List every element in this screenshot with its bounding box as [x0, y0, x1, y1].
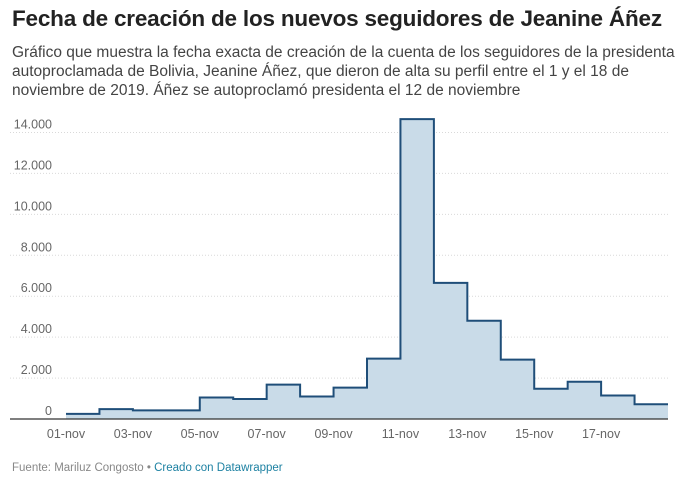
step-line — [66, 118, 668, 415]
chart-footer: Fuente: Mariluz Congosto • Creado con Da… — [12, 462, 283, 474]
y-tick-label: 14.000 — [14, 117, 52, 131]
x-tick-label: 01-nov — [47, 427, 86, 441]
footer-separator: • — [146, 462, 151, 474]
data-step-16-nov — [568, 382, 601, 419]
y-tick-label: 6.000 — [21, 281, 52, 295]
data-step-11-nov — [400, 119, 433, 419]
data-step-04-nov — [166, 410, 199, 419]
y-tick-label: 2.000 — [21, 363, 52, 377]
x-tick-label: 03-nov — [114, 427, 153, 441]
data-step-10-nov — [367, 359, 400, 419]
data-step-03-nov — [133, 410, 166, 419]
chart-subtitle: Gráfico que muestra la fecha exacta de c… — [12, 44, 675, 99]
gridlines — [10, 131, 668, 379]
chart-title: Fecha de creación de los nuevos seguidor… — [12, 6, 662, 31]
x-tick-label: 07-nov — [248, 427, 287, 441]
data-step-15-nov — [534, 389, 567, 419]
data-step-08-nov — [300, 396, 333, 419]
data-step-18-nov — [635, 404, 668, 419]
x-axis: 01-nov 03-nov 05-nov 07-nov 09-nov 11-nov 13-n… — [10, 418, 668, 441]
y-tick-label: 8.000 — [21, 240, 52, 254]
y-tick-label: 10.000 — [14, 199, 52, 213]
source-label: Fuente: Mariluz Congosto — [12, 462, 144, 474]
x-tick-label: 11-nov — [382, 427, 420, 441]
data-step-17-nov — [601, 395, 634, 419]
x-tick-label: 17-nov — [582, 427, 621, 441]
data-step-01-nov — [66, 414, 99, 419]
y-axis: 0 2.000 4.000 6.000 8.000 10.000 12.000 14.000 — [14, 117, 52, 418]
data-area — [66, 118, 668, 419]
y-tick-label: 12.000 — [14, 158, 52, 172]
x-tick-label: 09-nov — [314, 427, 353, 441]
data-step-12-nov — [434, 283, 467, 419]
data-step-07-nov — [267, 385, 300, 419]
datawrapper-credit-link[interactable]: Creado con Datawrapper — [154, 462, 283, 474]
y-tick-label: 0 — [45, 404, 52, 418]
data-step-13-nov — [467, 321, 500, 419]
data-step-09-nov — [334, 388, 367, 419]
x-tick-label: 05-nov — [181, 427, 220, 441]
data-step-02-nov — [99, 409, 132, 419]
y-tick-label: 4.000 — [21, 322, 52, 336]
x-tick-label: 13-nov — [448, 427, 487, 441]
data-step-06-nov — [233, 399, 266, 419]
x-tick-label: 15-nov — [515, 427, 554, 441]
data-step-05-nov — [200, 398, 233, 419]
data-step-14-nov — [501, 360, 534, 419]
